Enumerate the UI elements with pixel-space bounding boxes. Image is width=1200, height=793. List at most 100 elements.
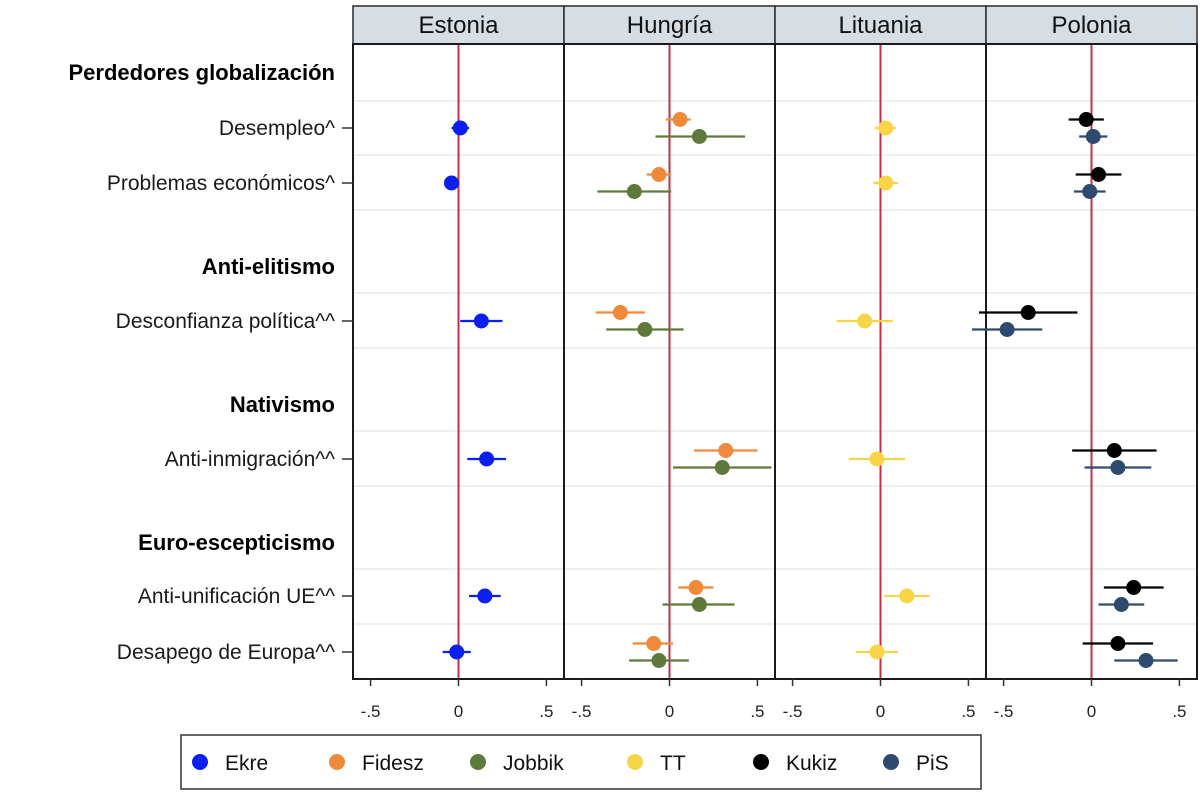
panel-header-polonia: Polonia	[985, 5, 1198, 45]
legend: Ekre Fidesz Jobbik TT Kukiz PiS	[180, 734, 982, 790]
point-pis-r1	[1085, 129, 1101, 144]
panel-frames	[352, 43, 1198, 680]
legend-marker-pis	[883, 754, 899, 770]
point-jobbik-r3	[637, 322, 653, 337]
panel-title-lituania: Lituania	[838, 12, 923, 39]
legend-item-fidesz: Fidesz	[329, 752, 424, 775]
row-label-desempleo: Desempleo^	[219, 117, 335, 140]
legend-marker-kukiz	[753, 754, 769, 770]
legend-item-tt: TT	[627, 752, 686, 775]
legend-marker-fidesz	[329, 754, 345, 770]
series-ekre	[442, 120, 506, 660]
point-tt-r1	[878, 120, 894, 136]
point-pis-r6	[1138, 653, 1154, 668]
point-ekre-r5	[477, 588, 493, 604]
x-tick-label: .5	[961, 702, 975, 721]
data-series	[442, 112, 1178, 668]
x-tick-label: 0	[665, 702, 674, 721]
point-kukiz-r1	[1078, 112, 1094, 127]
point-ekre-r6	[449, 644, 465, 660]
series-tt	[836, 120, 930, 660]
panel-header-bg	[985, 5, 1198, 45]
legend-item-pis: PiS	[883, 752, 949, 775]
point-fidesz-r6	[646, 636, 662, 651]
legend-item-jobbik: Jobbik	[470, 752, 564, 775]
point-pis-r3	[999, 322, 1015, 337]
panel-title-estonia: Estonia	[418, 12, 499, 39]
point-fidesz-r2	[651, 167, 667, 182]
point-ekre-r1	[452, 120, 468, 136]
point-fidesz-r4	[718, 443, 734, 458]
panel-title-polonia: Polonia	[1051, 12, 1132, 39]
point-pis-r5	[1113, 597, 1129, 612]
point-jobbik-r6	[651, 653, 667, 668]
point-tt-r4	[869, 451, 885, 467]
section-label-perdedores-globalizacion: Perdedores globalización	[68, 60, 335, 85]
legend-marker-jobbik	[470, 754, 486, 770]
legend-marker-ekre	[192, 754, 208, 770]
x-tick-label: -.5	[994, 702, 1014, 721]
legend-label-jobbik: Jobbik	[503, 752, 564, 775]
point-kukiz-r2	[1091, 167, 1107, 182]
x-tick-label: 0	[454, 702, 463, 721]
panel-header-bg	[563, 5, 776, 45]
legend-label-kukiz: Kukiz	[786, 752, 837, 775]
point-jobbik-r5	[691, 597, 707, 612]
point-jobbik-r4	[714, 460, 730, 475]
point-tt-r5	[899, 588, 915, 604]
x-tick-label: -.5	[361, 702, 381, 721]
legend-box	[180, 734, 982, 790]
x-tick-label: 0	[1087, 702, 1096, 721]
point-kukiz-r3	[1020, 305, 1036, 320]
point-ekre-r2	[443, 175, 459, 191]
legend-item-kukiz: Kukiz	[753, 752, 837, 775]
point-tt-r3	[857, 313, 873, 329]
point-jobbik-r1	[691, 129, 707, 144]
point-fidesz-r5	[688, 580, 704, 595]
point-kukiz-r4	[1106, 443, 1122, 458]
panel-header-bg	[352, 5, 565, 45]
panel-headers: Estonia Hungría Lituania Polonia	[352, 5, 1198, 45]
panel-title-hungria: Hungría	[627, 12, 713, 39]
row-label-anti-inmigracion: Anti-inmigración^^	[165, 448, 335, 471]
series-pis	[971, 129, 1178, 668]
x-tick-label: .5	[750, 702, 764, 721]
section-label-anti-elitismo: Anti-elitismo	[202, 254, 335, 279]
legend-label-fidesz: Fidesz	[362, 752, 424, 775]
point-ekre-r4	[479, 451, 495, 467]
series-fidesz	[595, 112, 758, 651]
series-kukiz	[978, 112, 1164, 651]
x-axis: -.5 0 .5 -.5 0 .5 -.5 0 .5 -.5 0 .5	[361, 679, 1187, 721]
row-label-problemas-economicos: Problemas económicos^	[107, 172, 335, 195]
row-label-desconfianza-politica: Desconfianza política^^	[116, 310, 335, 333]
row-label-desapego-de-europa: Desapego de Europa^^	[117, 641, 335, 664]
x-tick-label: .5	[1172, 702, 1186, 721]
panel-header-hungria: Hungría	[563, 5, 776, 45]
point-fidesz-r1	[672, 112, 688, 127]
point-fidesz-r3	[612, 305, 628, 320]
point-pis-r2	[1082, 184, 1098, 199]
row-label-anti-unificacion-ue: Anti-unificación UE^^	[138, 585, 335, 608]
section-label-euro-escepticismo: Euro-escepticismo	[138, 530, 335, 555]
legend-label-pis: PiS	[916, 752, 949, 775]
point-tt-r2	[878, 175, 894, 191]
row-labels: Perdedores globalización Desempleo^ Proble…	[68, 60, 353, 664]
x-tick-label: -.5	[783, 702, 803, 721]
panel-header-estonia: Estonia	[352, 5, 565, 45]
point-pis-r4	[1110, 460, 1126, 475]
legend-label-ekre: Ekre	[225, 752, 268, 775]
reference-lines	[457, 44, 1093, 679]
x-tick-label: .5	[539, 702, 553, 721]
series-jobbik	[597, 129, 772, 668]
point-kukiz-r5	[1126, 580, 1142, 595]
point-tt-r6	[869, 644, 885, 660]
x-tick-label: 0	[876, 702, 885, 721]
x-tick-label: -.5	[572, 702, 592, 721]
panel-header-lituania: Lituania	[774, 5, 987, 45]
legend-marker-tt	[627, 754, 643, 770]
legend-item-ekre: Ekre	[192, 752, 268, 775]
point-kukiz-r6	[1110, 636, 1126, 651]
point-jobbik-r2	[626, 184, 642, 199]
section-label-nativismo: Nativismo	[230, 392, 335, 417]
